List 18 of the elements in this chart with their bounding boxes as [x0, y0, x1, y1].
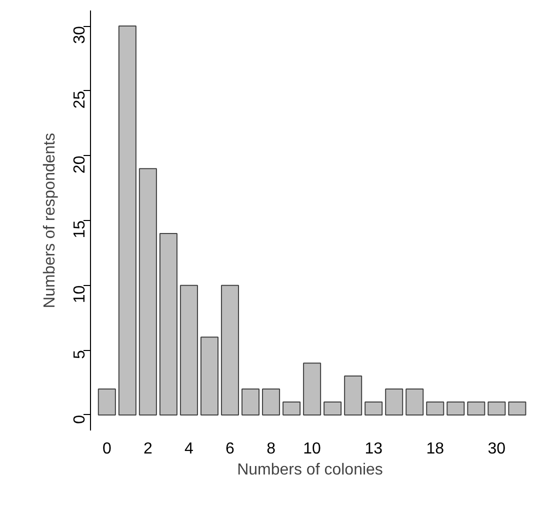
x-tick-label: 2 [143, 440, 152, 458]
x-tick-label: 30 [488, 440, 506, 458]
x-tick-label: 13 [364, 440, 383, 458]
y-tick-label: 15 [72, 220, 88, 238]
x-tick-label: 10 [303, 440, 322, 458]
x-axis-title: Numbers of colonies [237, 462, 383, 478]
x-tick-label: 0 [102, 440, 112, 458]
y-tick-label: 0 [72, 414, 88, 424]
y-tick-label: 25 [72, 90, 88, 109]
y-tick-label: 5 [72, 350, 88, 360]
y-tick-label: 20 [72, 156, 88, 174]
x-tick-label: 4 [184, 440, 194, 458]
x-tick-label: 6 [226, 440, 235, 458]
y-axis-title: Numbers of respondents [42, 132, 58, 308]
y-tick-label: 30 [72, 26, 88, 44]
x-tick-label: 18 [426, 440, 444, 458]
y-tick-label: 10 [72, 285, 88, 304]
x-tick-label: 8 [266, 440, 276, 458]
